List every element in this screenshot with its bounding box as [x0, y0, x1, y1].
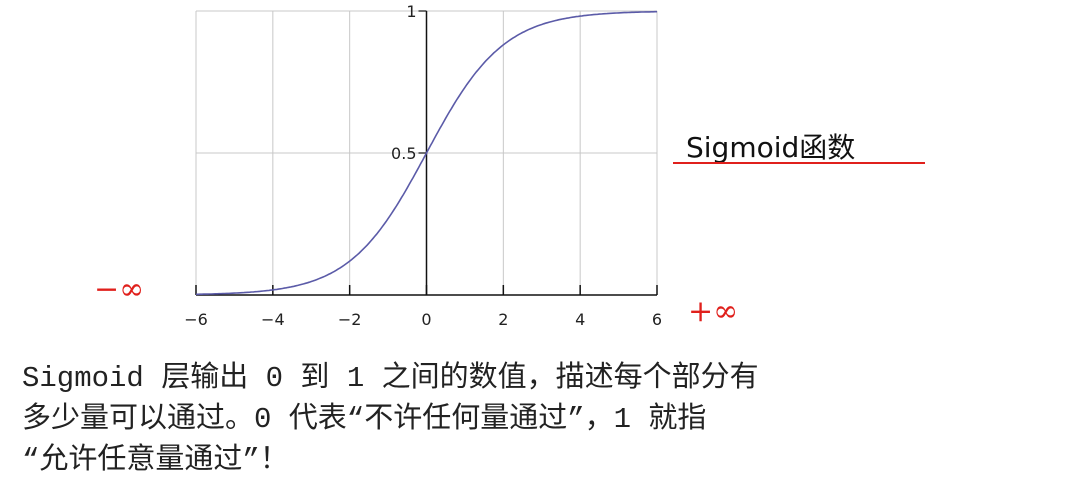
red-underline	[673, 162, 925, 164]
y-tick-label: 0.5	[391, 144, 416, 163]
x-tick-label: −6	[184, 310, 208, 329]
caption-line: 多少量可以通过。0 代表“不许任何量通过”，1 就指	[22, 403, 707, 436]
sigmoid-chart: −6 −4 −2 0 2 4 6 0.5 1	[184, 2, 662, 329]
caption-line: “允许任意量通过”！	[22, 444, 289, 477]
caption-line: Sigmoid 层输出 0 到 1 之间的数值，描述每个部分有	[22, 362, 759, 395]
sigmoid-curve	[196, 10, 657, 296]
x-tick-label: −4	[261, 310, 285, 329]
sigmoid-label: Sigmoid函数	[686, 131, 856, 164]
x-tick-label: 0	[421, 310, 431, 329]
x-tick-label: 4	[575, 310, 585, 329]
caption: Sigmoid 层输出 0 到 1 之间的数值，描述每个部分有 多少量可以通过。0…	[22, 358, 759, 481]
minus-infinity-annotation: −∞	[94, 272, 145, 307]
x-tick-label: 6	[652, 310, 662, 329]
tick-labels: −6 −4 −2 0 2 4 6 0.5 1	[184, 2, 662, 329]
plus-infinity-annotation: +∞	[688, 294, 739, 329]
x-tick-label: 2	[498, 310, 508, 329]
x-tick-label: −2	[338, 310, 362, 329]
y-tick-label: 1	[406, 2, 416, 21]
